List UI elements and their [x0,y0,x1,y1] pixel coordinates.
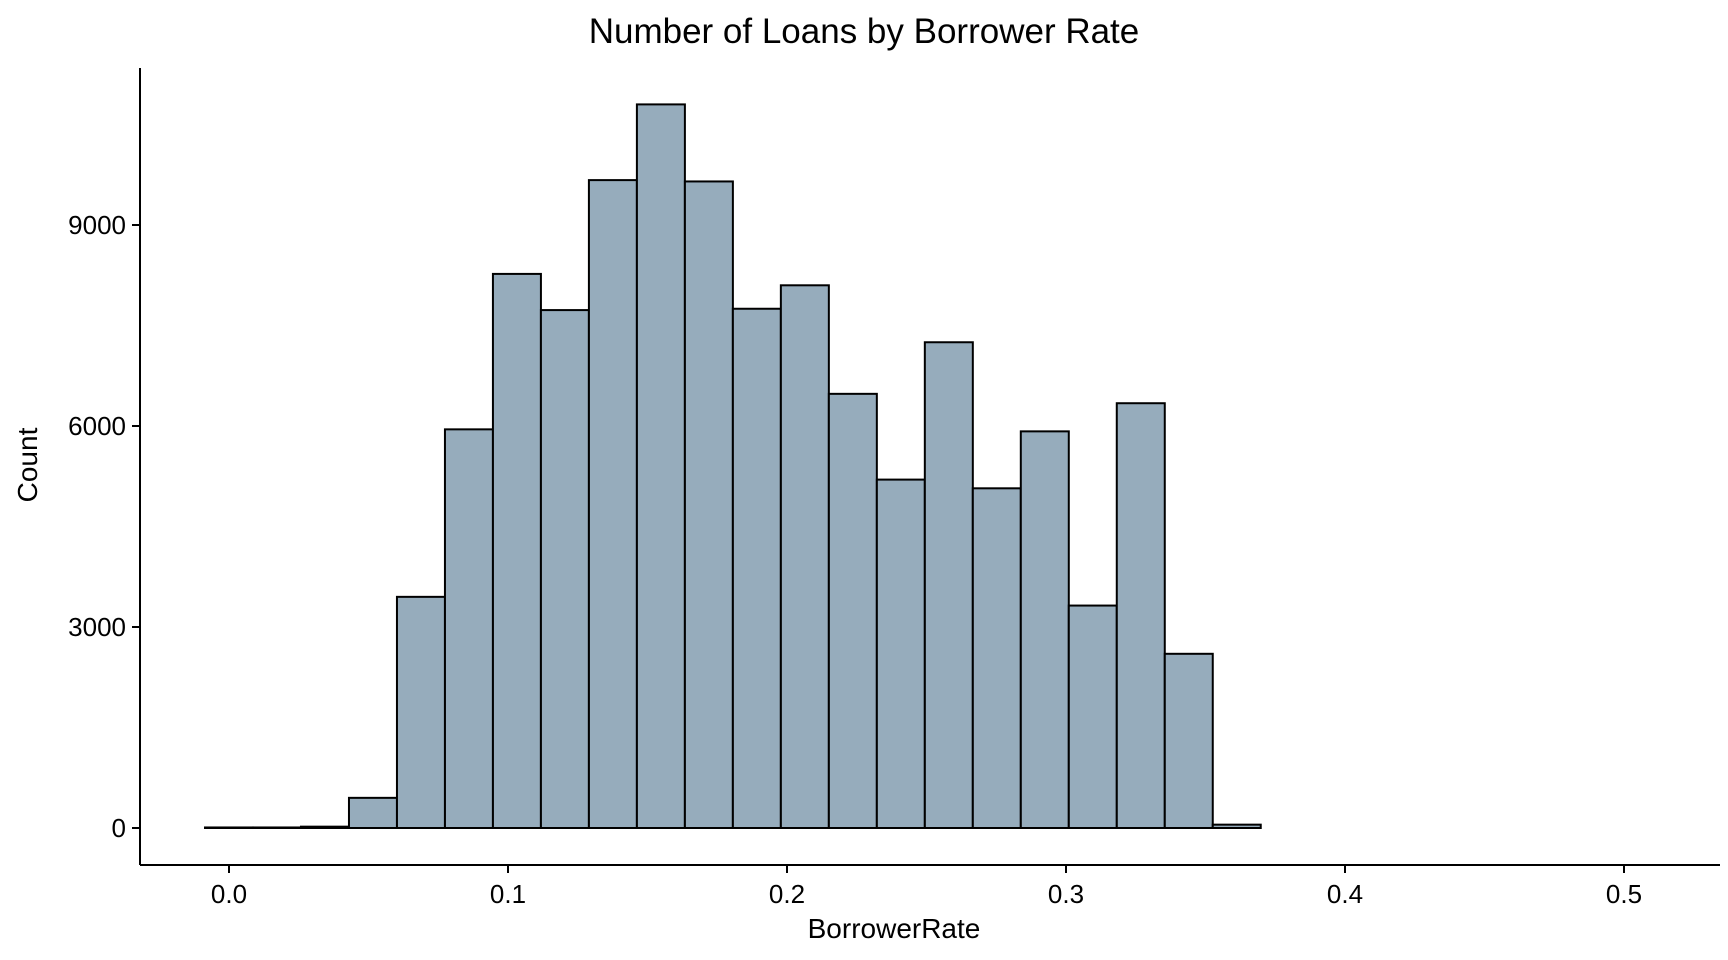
y-axis-ticks: 0 3000 6000 9000 [68,210,140,843]
histogram-bar [1019,430,1070,829]
axes [139,68,1720,866]
histogram-bar [491,272,542,830]
y-tick-label: 0 [112,813,126,843]
histogram-bar [1211,823,1262,830]
histogram-bar [395,595,446,829]
y-tick-label: 9000 [68,210,126,240]
histogram-bar [347,796,398,829]
histogram-bar [587,179,638,830]
histogram-bar [443,428,494,829]
histogram-bar [251,826,302,830]
x-tick-label: 0.5 [1606,879,1642,909]
histogram-bar [635,103,686,829]
x-tick-label: 0.2 [769,879,805,909]
histogram-bar [683,180,734,829]
histogram-bar [299,825,350,829]
histogram-bar [1067,604,1118,829]
x-tick-label: 0.4 [1327,879,1363,909]
x-tick-label: 0.3 [1048,879,1084,909]
histogram-bar [875,478,926,829]
x-tick-label: 0.1 [490,879,526,909]
histogram-bar [827,392,878,829]
histogram-bar [539,309,590,829]
histogram-bar [1163,652,1214,829]
chart-title: Number of Loans by Borrower Rate [588,12,1140,51]
x-tick-label: 0.0 [211,879,247,909]
histogram-bar [204,826,254,830]
histogram-bar [1115,402,1166,829]
histogram-bar [731,307,782,829]
histogram-bar [923,341,974,829]
histogram-bar [779,284,830,829]
y-axis-label: Count [12,427,43,503]
y-tick-label: 6000 [68,411,126,441]
x-axis-ticks: 0.0 0.1 0.2 0.3 0.4 0.5 [211,865,1642,909]
x-axis-label: BorrowerRate [807,913,981,944]
histogram-bars [204,103,1262,830]
y-tick-label: 3000 [68,612,126,642]
histogram-bar [971,487,1022,829]
